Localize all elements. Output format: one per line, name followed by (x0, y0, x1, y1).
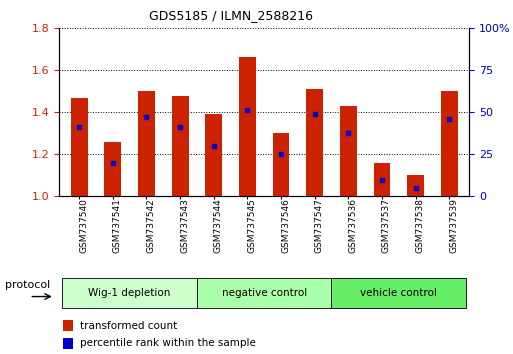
Text: GSM737541: GSM737541 (113, 198, 122, 253)
FancyBboxPatch shape (63, 278, 197, 308)
Bar (306, 89, 323, 196)
Bar (239, 57, 256, 196)
Text: negative control: negative control (222, 288, 307, 298)
Bar (407, 176, 424, 196)
Bar (340, 106, 357, 196)
Bar (441, 91, 458, 196)
Text: GSM737536: GSM737536 (348, 198, 357, 253)
Bar (63, 320, 73, 331)
Text: Wig-1 depletion: Wig-1 depletion (88, 288, 171, 298)
Text: GSM737539: GSM737539 (449, 198, 458, 253)
Text: GSM737545: GSM737545 (247, 198, 256, 253)
Text: GSM737537: GSM737537 (382, 198, 391, 253)
Text: GSM737538: GSM737538 (416, 198, 425, 253)
Bar (272, 133, 289, 196)
Bar (172, 96, 188, 196)
Bar (138, 91, 155, 196)
Bar (63, 338, 73, 349)
Text: percentile rank within the sample: percentile rank within the sample (80, 338, 255, 348)
Text: GSM737543: GSM737543 (180, 198, 189, 253)
Text: GDS5185 / ILMN_2588216: GDS5185 / ILMN_2588216 (149, 9, 313, 22)
Text: GSM737547: GSM737547 (314, 198, 324, 253)
FancyBboxPatch shape (197, 278, 331, 308)
Text: GSM737544: GSM737544 (214, 198, 223, 253)
Text: vehicle control: vehicle control (360, 288, 437, 298)
Bar (205, 114, 222, 196)
Bar (373, 163, 390, 196)
Text: GSM737542: GSM737542 (146, 198, 155, 253)
Text: GSM737540: GSM737540 (79, 198, 88, 253)
Text: protocol: protocol (5, 280, 50, 290)
Text: transformed count: transformed count (80, 321, 177, 331)
Bar (105, 142, 121, 196)
FancyBboxPatch shape (331, 278, 466, 308)
Bar (71, 98, 88, 196)
Text: GSM737546: GSM737546 (281, 198, 290, 253)
